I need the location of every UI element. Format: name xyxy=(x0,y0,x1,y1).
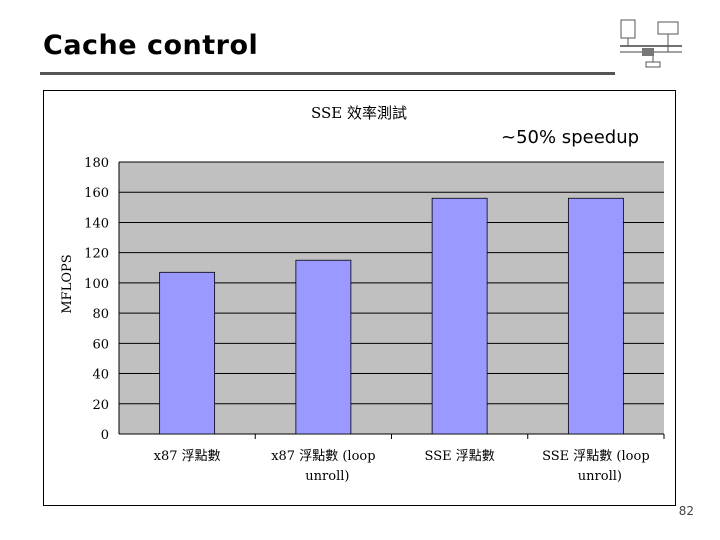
y-tick-label: 0 xyxy=(101,428,109,443)
bar xyxy=(431,197,488,435)
speedup-annotation: ~50% speedup xyxy=(501,127,639,148)
y-tick-label: 140 xyxy=(84,216,109,231)
chart-frame: SSE 效率測試 ~50% speedup MFLOPS 0 20 40 60 80 10… xyxy=(43,90,676,506)
x-tick-label: x87 浮點數 (loop xyxy=(271,449,375,464)
x-tick-label: x87 浮點數 xyxy=(154,449,221,464)
x-tick-label: unroll) xyxy=(578,469,622,484)
slide-number: 82 xyxy=(678,504,694,518)
y-tick-label: 120 xyxy=(84,247,109,262)
y-tick-label: 40 xyxy=(92,368,109,383)
y-tick-label: 20 xyxy=(92,398,109,413)
x-tick-label: SSE 浮點數 xyxy=(425,449,495,464)
network-diagram-logo xyxy=(620,19,682,68)
bar-chart: SSE 效率測試 ~50% speedup MFLOPS 0 20 40 60 80 10… xyxy=(60,104,665,484)
x-tick-label: SSE 浮點數 (loop xyxy=(542,449,650,464)
y-axis-label: MFLOPS xyxy=(60,254,75,313)
bar xyxy=(295,259,352,435)
y-tick-label: 80 xyxy=(92,307,109,322)
bar xyxy=(159,271,216,435)
y-tick-label: 160 xyxy=(84,186,109,201)
x-tick-label: unroll) xyxy=(305,469,349,484)
y-tick-label: 60 xyxy=(92,337,109,352)
y-tick-label: 180 xyxy=(84,156,109,171)
y-tick-label: 100 xyxy=(84,277,109,292)
title-divider xyxy=(40,72,615,75)
slide-title: Cache control xyxy=(43,30,259,61)
bar xyxy=(567,197,624,435)
chart-title: SSE 效率測試 xyxy=(311,104,407,122)
